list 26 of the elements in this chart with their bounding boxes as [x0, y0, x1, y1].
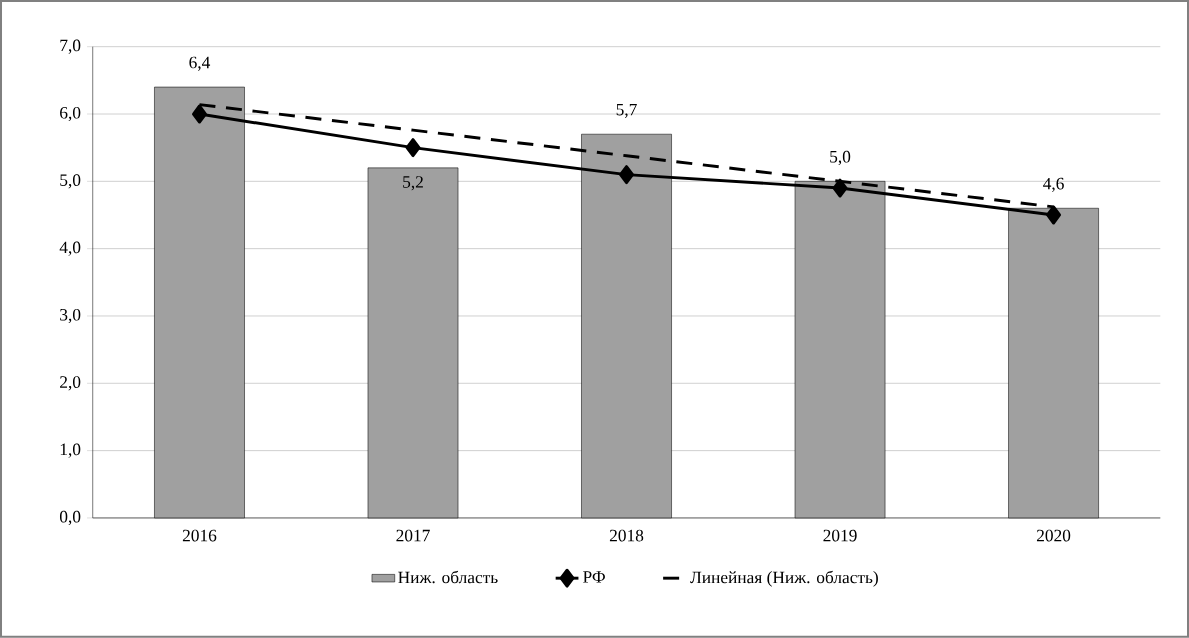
x-tick-label: 2018 — [609, 529, 644, 542]
y-tick-label: 1,0 — [60, 443, 81, 458]
legend-label: Ниж. область — [398, 570, 498, 584]
point — [619, 165, 634, 185]
point — [1046, 205, 1062, 225]
data-label: 5,0 — [830, 151, 851, 166]
y-tick-label: 4,0 — [59, 241, 81, 256]
x-tick-label: 2016 — [182, 529, 217, 542]
y-tick-label: 2,0 — [60, 376, 81, 391]
data-label: 5,7 — [616, 104, 637, 119]
y-tick-label: 5,0 — [60, 174, 81, 189]
x-tick-label: 2017 — [396, 529, 430, 542]
x-tick-label: 2020 — [1036, 529, 1071, 542]
data-label: 4,6 — [1043, 177, 1064, 193]
point — [832, 178, 848, 198]
legend-label: РФ — [583, 571, 605, 583]
point — [405, 138, 421, 158]
data-label: 5,2 — [403, 176, 423, 191]
y-tick-label: 0,0 — [59, 511, 81, 526]
legend-label: Линейная (Ниж. область) — [690, 570, 878, 587]
data-label: 6,4 — [189, 56, 211, 71]
x-tick-label: 2019 — [823, 529, 857, 542]
point — [192, 104, 207, 124]
y-tick-label: 6,0 — [60, 107, 81, 122]
y-tick-label: 3,0 — [60, 309, 81, 324]
y-tick-label: 7,0 — [60, 39, 81, 54]
